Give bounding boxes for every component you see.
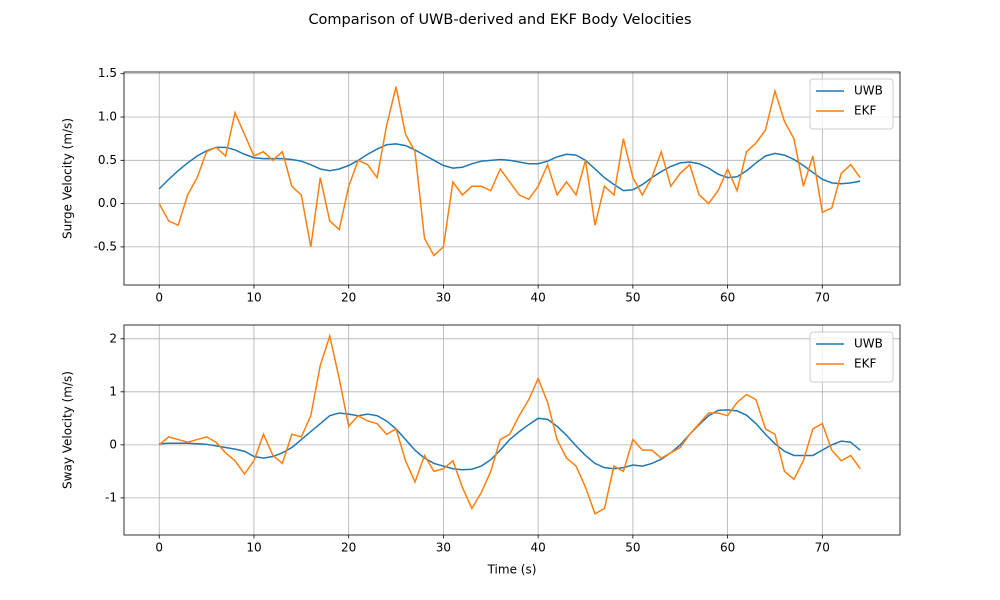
legend-label: UWB [854, 337, 883, 351]
data-line [158, 333, 861, 515]
y-axis-label: Surge Velocity (m/s) [61, 118, 75, 239]
x-tick-label: 70 [815, 291, 830, 305]
x-tick-label: 10 [246, 541, 261, 555]
x-tick-label: 0 [155, 291, 163, 305]
x-tick-label: 20 [341, 541, 356, 555]
figure-title: Comparison of UWB-derived and EKF Body V… [308, 12, 691, 28]
x-tick-label: 40 [531, 541, 546, 555]
y-tick-label: 0.5 [98, 153, 117, 167]
data-line [158, 86, 861, 257]
y-tick-label: -0.5 [94, 239, 117, 253]
x-tick-label: 50 [625, 291, 640, 305]
x-tick-label: 40 [531, 291, 546, 305]
x-tick-label: 70 [815, 541, 830, 555]
x-tick-label: 20 [341, 291, 356, 305]
x-tick-label: 10 [246, 291, 261, 305]
x-tick-label: 30 [436, 541, 451, 555]
y-tick-label: 1.5 [98, 66, 117, 80]
x-tick-label: 60 [720, 291, 735, 305]
y-tick-label: 0 [109, 437, 117, 451]
y-axis-label: Sway Velocity (m/s) [61, 371, 75, 489]
x-axis-label: Time (s) [487, 563, 537, 577]
y-tick-label: 1.0 [98, 110, 117, 124]
y-tick-label: 2 [109, 331, 117, 345]
y-tick-label: 0.0 [98, 196, 117, 210]
legend-label: UWB [854, 84, 883, 98]
y-tick-label: -1 [105, 490, 117, 504]
data-line [159, 409, 861, 471]
legend-label: EKF [854, 104, 876, 118]
data-line [158, 143, 861, 192]
x-tick-label: 60 [720, 541, 735, 555]
axes-frame [123, 71, 901, 286]
x-tick-label: 50 [625, 541, 640, 555]
axes-frame [123, 324, 901, 536]
legend-label: EKF [854, 357, 876, 371]
x-tick-label: 30 [436, 291, 451, 305]
x-tick-label: 0 [155, 541, 163, 555]
y-tick-label: 1 [109, 384, 117, 398]
